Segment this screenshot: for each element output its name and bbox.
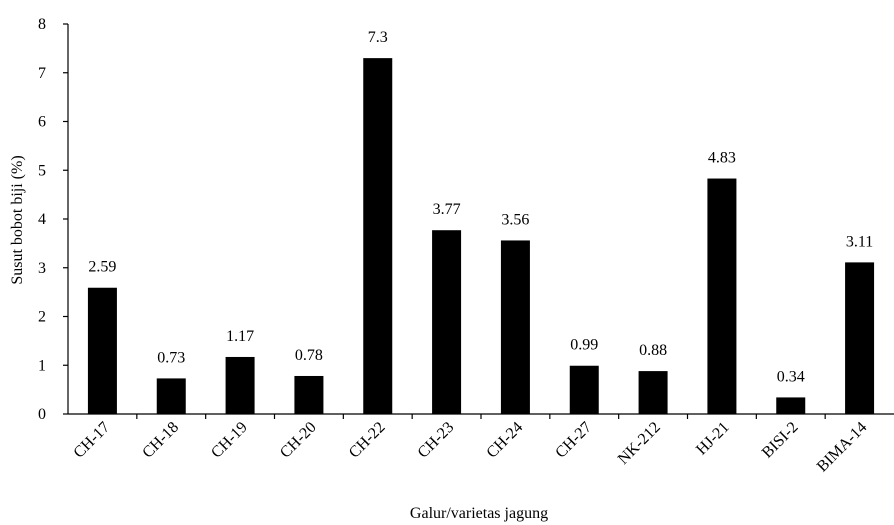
x-tick-label: CH-23 (415, 419, 458, 462)
y-tick-label: 1 (38, 357, 46, 374)
y-axis: 0 1 2 3 4 5 6 7 8 (38, 16, 69, 423)
x-tick-label: CH-24 (483, 419, 526, 462)
y-tick-label: 0 (38, 406, 46, 423)
data-label: 2.59 (88, 259, 116, 276)
y-tick-label: 6 (38, 114, 46, 131)
data-label: 0.99 (570, 337, 598, 354)
data-label: 7.3 (368, 29, 388, 46)
bar (776, 397, 806, 414)
bar (156, 378, 186, 414)
data-labels: 2.59 0.73 1.17 0.78 7.3 3.77 3.56 0.99 0.88 4.83 0… (88, 29, 873, 385)
data-label: 0.78 (295, 347, 323, 364)
data-label: 0.88 (639, 342, 667, 359)
bars (87, 58, 875, 414)
x-tick-label: CH-20 (277, 419, 320, 462)
x-axis-title: Galur/varietas jagung (410, 505, 548, 522)
x-tick-label: CH-27 (552, 419, 595, 462)
data-label: 0.73 (157, 349, 185, 366)
data-label: 3.56 (501, 211, 529, 228)
y-tick-label: 2 (38, 309, 46, 326)
y-tick-label: 4 (38, 211, 46, 228)
bar (294, 375, 324, 414)
bar (432, 230, 462, 414)
data-label: 0.34 (777, 368, 805, 385)
category-labels: CH-17 CH-18 CH-19 CH-20 CH-22 CH-23 CH-24 CH-27… (70, 419, 870, 476)
x-tick-label: HJ-21 (693, 419, 733, 459)
x-tick-label: CH-18 (139, 419, 182, 462)
x-tick-label: CH-19 (208, 419, 251, 462)
bar (569, 365, 599, 414)
x-tick-label: CH-22 (346, 419, 389, 462)
x-tick-label: CH-17 (70, 419, 113, 462)
bar (225, 356, 255, 414)
data-label: 3.77 (433, 201, 461, 218)
bar (500, 240, 530, 414)
data-label: 3.11 (846, 233, 873, 250)
x-tick-label: BIMA-14 (814, 419, 871, 476)
x-tick-label: NK-212 (615, 419, 664, 468)
bar (363, 58, 393, 414)
bar (707, 178, 737, 414)
y-tick-label: 5 (38, 162, 46, 179)
bar (87, 287, 117, 414)
x-tick-label: BISI-2 (759, 419, 802, 462)
y-tick-label: 3 (38, 260, 46, 277)
x-axis (68, 413, 894, 419)
bar (845, 262, 875, 414)
data-label: 4.83 (708, 150, 736, 167)
y-tick-label: 7 (38, 65, 46, 82)
y-axis-title: Susut bobot biji (%) (9, 155, 26, 284)
y-tick-label: 8 (38, 16, 46, 33)
bar (638, 371, 668, 414)
data-label: 1.17 (226, 328, 254, 345)
